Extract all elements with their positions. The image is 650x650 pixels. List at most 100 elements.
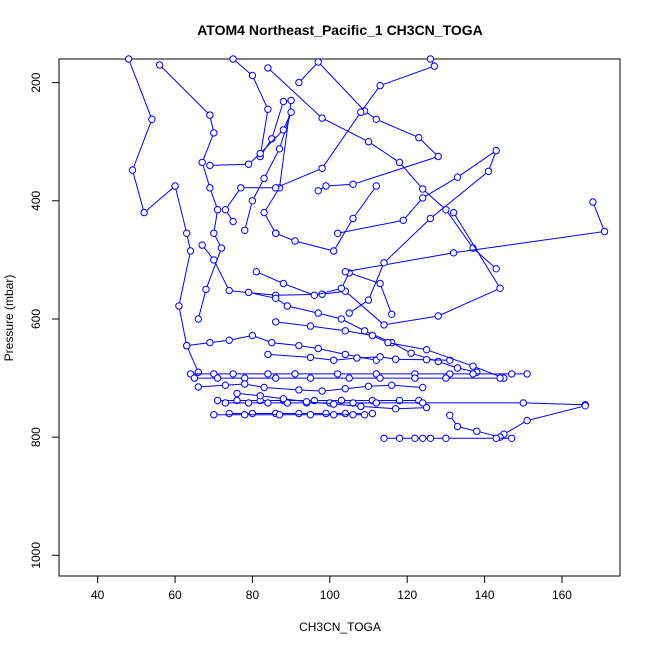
data-point: [349, 411, 357, 419]
series-group: [264, 350, 454, 364]
data-point: [295, 409, 303, 418]
y-tick-label: 800: [29, 427, 43, 447]
data-point: [244, 288, 253, 297]
series-group: [380, 434, 516, 442]
data-point: [391, 405, 400, 413]
data-point: [469, 370, 477, 378]
x-tick-label: 40: [91, 588, 105, 602]
data-point: [256, 149, 264, 158]
data-point: [330, 356, 338, 364]
series-line: [201, 212, 501, 326]
data-point: [349, 180, 357, 189]
data-point: [279, 395, 288, 403]
data-point: [434, 312, 442, 320]
data-point: [221, 206, 230, 214]
data-point: [434, 152, 442, 161]
data-point: [449, 249, 458, 257]
data-point: [372, 115, 380, 124]
data-point: [395, 158, 404, 167]
data-point: [264, 399, 272, 407]
data-point: [388, 381, 396, 389]
data-point: [341, 268, 349, 276]
x-axis-label: CH3CN_TOGA: [299, 620, 381, 634]
data-point: [337, 284, 346, 292]
data-point: [318, 387, 326, 395]
data-point: [430, 62, 438, 70]
data-point: [248, 409, 257, 418]
data-point: [190, 374, 199, 382]
data-point: [155, 61, 164, 69]
data-point: [241, 226, 249, 235]
data-point: [221, 399, 230, 407]
data-point: [314, 309, 322, 317]
data-point: [395, 434, 404, 442]
data-point: [415, 133, 423, 142]
data-point: [306, 411, 315, 419]
series-line: [224, 58, 436, 222]
data-point: [496, 284, 504, 292]
data-point: [600, 227, 609, 236]
data-point: [210, 411, 218, 419]
data-point: [345, 374, 353, 382]
data-point: [318, 164, 326, 173]
data-point: [407, 349, 415, 357]
data-point: [241, 380, 249, 388]
data-point: [341, 327, 349, 335]
data-point: [202, 285, 210, 294]
data-point: [330, 411, 338, 419]
data-point: [225, 409, 233, 418]
series-line: [236, 392, 427, 410]
y-axis-label: Pressure (mbar): [2, 275, 16, 362]
series-group: [295, 58, 442, 195]
data-point: [171, 182, 179, 190]
data-point: [333, 229, 342, 238]
series-line: [337, 149, 498, 314]
data-point: [341, 409, 349, 418]
series-line: [449, 405, 586, 438]
data-point: [279, 126, 288, 134]
data-point: [318, 114, 326, 122]
data-point: [210, 256, 218, 264]
data-point: [295, 341, 303, 350]
series-group: [221, 55, 438, 226]
data-point: [419, 399, 427, 407]
data-point: [314, 58, 322, 66]
data-point: [229, 370, 237, 378]
data-point: [581, 402, 589, 410]
data-point: [395, 396, 404, 405]
data-point: [210, 129, 218, 137]
data-point: [508, 370, 516, 378]
data-point: [469, 362, 477, 370]
y-tick-label: 400: [29, 190, 43, 210]
series-group: [233, 389, 431, 413]
data-point: [419, 185, 427, 193]
series-layer: [124, 55, 609, 442]
data-point: [237, 184, 245, 192]
data-point: [206, 184, 214, 192]
y-tick-label: 600: [29, 309, 43, 329]
data-point: [360, 327, 369, 335]
data-point: [279, 279, 288, 288]
data-point: [287, 108, 295, 116]
data-point: [291, 237, 299, 245]
data-point: [229, 55, 237, 63]
data-point: [306, 353, 315, 362]
data-point: [229, 217, 237, 226]
data-point: [357, 108, 365, 116]
data-point: [380, 434, 388, 442]
x-tick-label: 80: [246, 588, 260, 602]
data-point: [128, 166, 137, 174]
data-point: [198, 241, 206, 249]
data-point: [233, 389, 241, 398]
x-tick-label: 60: [168, 588, 182, 602]
y-tick-label: 1000: [29, 542, 43, 569]
y-axis: 200 400 600 800 1000: [29, 72, 60, 569]
data-point: [368, 409, 377, 418]
data-point: [508, 434, 516, 442]
data-point: [244, 160, 253, 168]
data-point: [523, 370, 531, 378]
data-point: [372, 182, 380, 190]
series-group: [194, 380, 427, 395]
data-point: [148, 115, 156, 124]
data-point: [194, 315, 203, 323]
